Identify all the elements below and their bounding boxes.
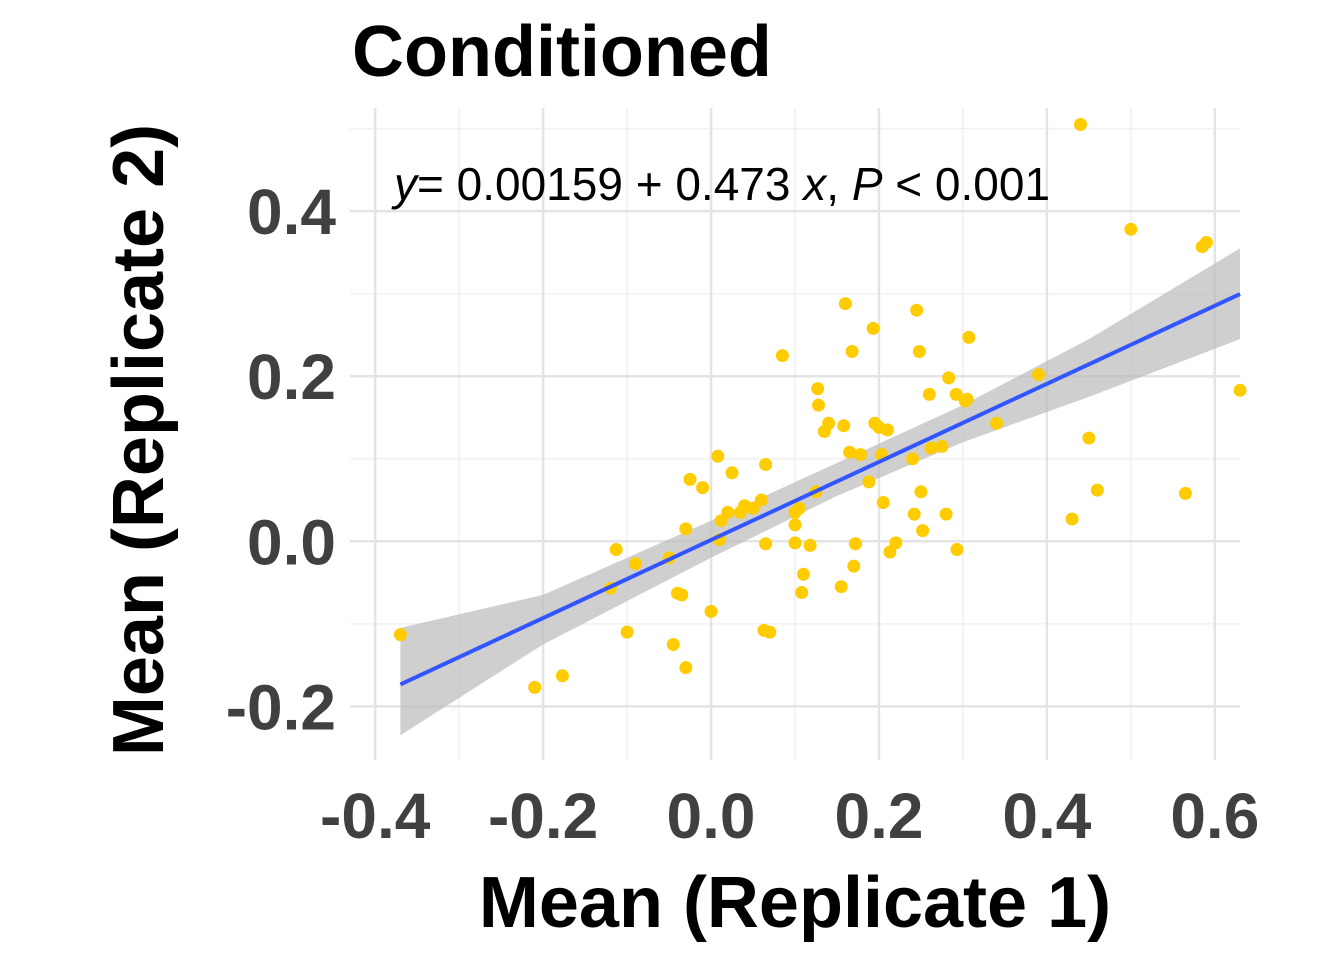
data-point — [1065, 512, 1079, 526]
x-axis-title: Mean (Replicate 1) — [479, 863, 1111, 943]
data-point — [910, 303, 924, 317]
data-point — [837, 419, 851, 433]
eq-p-rest: < 0.001 — [895, 158, 1050, 210]
data-point — [795, 586, 809, 599]
y-axis-tick-labels: -0.2 0.0 0.2 0.4 — [226, 176, 337, 743]
data-point — [1124, 222, 1138, 236]
y-axis-title: Mean (Replicate 2) — [99, 124, 179, 756]
data-point — [854, 448, 867, 462]
data-point — [1178, 486, 1192, 500]
data-point — [763, 625, 777, 639]
data-point — [1074, 118, 1087, 131]
regression-line-layer — [399, 292, 1241, 687]
data-point — [796, 567, 810, 581]
eq-p-var: P — [852, 158, 883, 210]
data-point — [990, 416, 1003, 430]
data-point — [788, 536, 802, 550]
eq-sep: , — [826, 158, 839, 210]
regression-equation: y= 0.00159 + 0.473 x, P < 0.001 — [391, 158, 1050, 210]
data-point — [862, 475, 876, 489]
data-points — [393, 118, 1247, 694]
data-point — [1082, 431, 1096, 445]
data-point — [942, 371, 956, 385]
data-point — [792, 501, 806, 515]
data-point — [843, 445, 857, 459]
regression-line — [399, 292, 1241, 687]
data-point — [711, 449, 725, 463]
data-point — [907, 507, 921, 521]
data-point — [803, 538, 817, 552]
data-point — [629, 557, 642, 571]
data-point — [759, 458, 773, 471]
data-point — [912, 345, 926, 358]
data-point — [922, 387, 936, 401]
data-point — [675, 588, 689, 602]
data-point — [866, 321, 880, 335]
data-point — [812, 398, 825, 412]
chart-title: Conditioned — [352, 12, 772, 92]
data-point — [620, 625, 634, 639]
data-point — [916, 524, 930, 538]
data-point — [849, 537, 862, 551]
data-point — [704, 604, 718, 618]
x-tick-label: 0.2 — [834, 780, 923, 852]
data-point — [962, 330, 976, 344]
data-point — [960, 392, 974, 406]
x-tick-label: 0.4 — [1002, 780, 1091, 852]
data-point — [721, 505, 735, 519]
data-point — [811, 382, 825, 396]
data-point — [939, 507, 953, 521]
data-point — [876, 496, 890, 509]
data-point — [679, 661, 693, 675]
data-point — [788, 518, 802, 532]
data-point — [1032, 368, 1045, 382]
data-point — [683, 472, 697, 486]
data-point — [696, 481, 710, 495]
x-tick-label: -0.4 — [320, 780, 431, 852]
x-tick-label: -0.2 — [488, 780, 598, 852]
y-tick-label: 0.4 — [247, 176, 336, 248]
data-point — [924, 441, 938, 455]
data-point — [880, 423, 894, 437]
data-point — [889, 536, 903, 550]
eq-y-var: y — [391, 158, 420, 210]
y-tick-label: 0.0 — [247, 506, 336, 578]
data-point — [1233, 383, 1247, 397]
data-point — [949, 387, 963, 401]
data-point — [834, 580, 848, 594]
data-point — [822, 416, 836, 430]
data-point — [666, 638, 680, 651]
data-point — [838, 297, 852, 311]
data-point — [759, 537, 773, 551]
x-axis-tick-labels: -0.4 -0.2 0.0 0.2 0.4 0.6 — [320, 780, 1259, 852]
eq-body: = 0.00159 + 0.473 — [417, 158, 790, 210]
x-tick-label: 0.6 — [1170, 780, 1259, 852]
data-point — [847, 559, 861, 573]
data-point — [393, 628, 407, 642]
data-point — [906, 452, 919, 466]
data-point — [528, 680, 542, 694]
data-point — [1090, 483, 1104, 497]
eq-x-var: x — [801, 158, 828, 210]
data-point — [609, 543, 623, 556]
data-point — [679, 522, 693, 536]
data-point — [935, 439, 949, 453]
y-tick-label: -0.2 — [226, 671, 336, 743]
data-point — [754, 493, 768, 507]
data-point — [775, 349, 789, 363]
x-tick-label: 0.0 — [667, 780, 756, 852]
y-tick-label: 0.2 — [247, 341, 336, 413]
data-point — [950, 543, 964, 556]
data-point — [555, 669, 569, 683]
data-point — [746, 501, 760, 515]
data-point — [1199, 236, 1213, 249]
data-point — [845, 345, 859, 358]
data-point — [914, 485, 928, 499]
data-point — [725, 466, 739, 480]
